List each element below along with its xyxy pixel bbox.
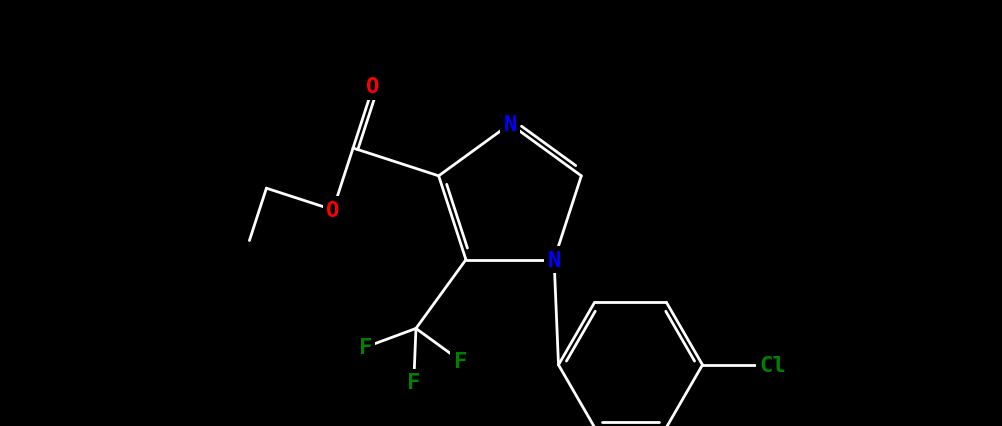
Text: F: F	[358, 337, 372, 357]
Text: O: O	[366, 77, 380, 97]
Text: F: F	[407, 373, 420, 393]
Text: N: N	[503, 115, 516, 135]
Text: Cl: Cl	[759, 355, 786, 375]
Text: O: O	[326, 200, 340, 220]
Text: N: N	[547, 250, 560, 270]
Text: F: F	[453, 351, 467, 371]
